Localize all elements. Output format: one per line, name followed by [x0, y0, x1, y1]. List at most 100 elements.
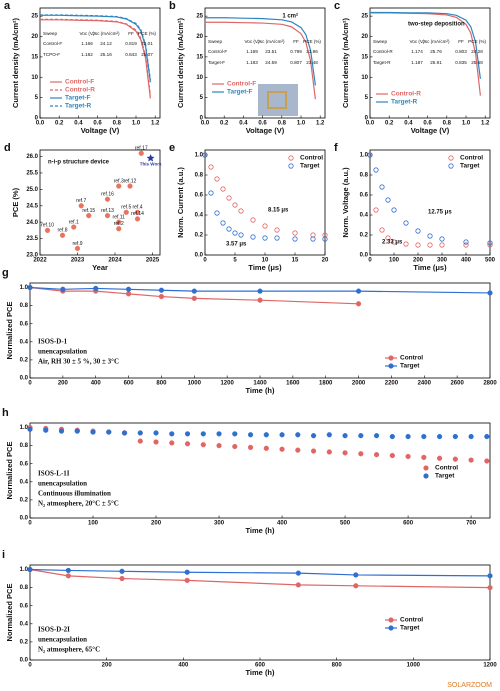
table-cell: 0.799 — [290, 49, 302, 54]
data-point — [322, 236, 328, 242]
data-point — [487, 585, 493, 591]
x-tick-label: 0.6 — [258, 121, 267, 127]
point-label: ref.11 — [113, 215, 126, 221]
series-line — [370, 11, 481, 79]
legend-marker — [288, 155, 294, 161]
data-point — [358, 433, 364, 439]
data-point — [191, 295, 197, 301]
data-point — [405, 453, 411, 460]
data-point — [263, 445, 269, 451]
panel-letter: f — [334, 142, 338, 154]
x-tick-label: 0.4 — [239, 121, 248, 127]
y-tick-label: 24.5 — [26, 203, 38, 209]
y-tick-label: 25.5 — [26, 171, 38, 177]
y-tick-label: 0 — [35, 116, 39, 122]
data-point — [421, 454, 427, 460]
data-point — [355, 301, 362, 307]
data-point — [487, 290, 493, 296]
y-tick-label: 1.0 — [20, 425, 29, 431]
data-point — [138, 150, 144, 156]
y-tick-label: 0 — [200, 116, 204, 122]
y-tick-label: 0.6 — [20, 603, 29, 609]
data-point — [123, 209, 129, 215]
x-tick-label: 0.6 — [93, 121, 102, 127]
legend-label: Control — [460, 155, 483, 162]
data-point — [326, 449, 332, 455]
x-axis-label: Year — [92, 263, 108, 272]
data-point — [184, 441, 191, 447]
y-tick-label: 24.0 — [26, 220, 38, 226]
data-point — [65, 573, 71, 579]
table-cell: Control-F — [43, 41, 62, 46]
x-tick-label: 2600 — [450, 381, 464, 387]
annotation: N₂ atmosphere, 20°C ± 5°C — [38, 500, 119, 508]
plot-frame — [369, 7, 491, 119]
x-tick-label: 200 — [413, 258, 424, 264]
data-point — [71, 224, 77, 230]
data-point — [292, 230, 298, 236]
table-cell: 1.169 — [246, 49, 258, 54]
x-tick-label: 600 — [255, 663, 266, 669]
x-tick-label: 0.0 — [366, 121, 375, 127]
data-point — [391, 239, 397, 245]
annotation: 12.75 μs — [428, 210, 452, 216]
annotation: 2.33 μs — [382, 240, 403, 246]
data-point — [250, 234, 256, 240]
data-point — [74, 245, 81, 252]
legend-label: Target-F — [227, 89, 253, 96]
table-cell: 0.803 — [455, 49, 467, 54]
y-axis-label: PCE (%) — [11, 187, 20, 217]
x-tick-label: 1.0 — [297, 121, 306, 127]
x-tick-label: 500 — [485, 258, 496, 264]
data-point — [452, 456, 458, 462]
y-tick-label: 1.0 — [20, 285, 29, 291]
y-tick-label: 0.2 — [20, 357, 29, 363]
annotation: two-step deposition — [408, 22, 465, 28]
y-tick-label: 0.4 — [20, 621, 29, 627]
x-tick-label: 200 — [58, 381, 69, 387]
data-point — [257, 297, 263, 303]
data-point — [405, 433, 411, 440]
series-line — [29, 286, 359, 305]
annotation: Air, RH 30 ± 5 %, 30 ± 3°C — [38, 358, 119, 366]
point-label: ref.2 — [114, 221, 124, 227]
x-axis-label: Voltage (V) — [81, 126, 120, 135]
data-point — [119, 568, 125, 574]
x-tick-label: 500 — [340, 521, 351, 527]
y-tick-label: 20 — [361, 34, 368, 40]
x-tick-label: 0.2 — [220, 121, 229, 127]
legend-label: Target — [400, 625, 420, 632]
point-label: ref.14 — [131, 211, 144, 217]
data-point — [403, 241, 409, 247]
table-cell: 25.68 — [471, 60, 483, 65]
annotation: 8.15 μs — [268, 208, 289, 214]
data-point — [342, 433, 348, 439]
x-tick-label: 15 — [292, 258, 299, 264]
data-point — [121, 430, 128, 436]
data-point — [439, 236, 445, 242]
x-tick-label: 100 — [88, 521, 99, 527]
table-cell: 1.183 — [246, 60, 258, 65]
data-point — [463, 239, 469, 245]
data-point — [125, 286, 132, 292]
series-line — [205, 21, 316, 100]
point-label: ref.15 — [82, 208, 95, 214]
data-point — [153, 430, 159, 436]
legend-marker — [388, 625, 394, 631]
y-tick-label: 0.6 — [360, 193, 369, 199]
y-axis-label: Normalized PCE — [5, 584, 14, 642]
data-point — [216, 431, 222, 437]
series-line — [40, 14, 151, 80]
y-axis-label: Current density (mA/cm²) — [176, 17, 185, 108]
x-tick-label: 400 — [277, 521, 288, 527]
data-point — [184, 569, 190, 575]
data-point — [415, 228, 421, 234]
x-tick-label: 1400 — [253, 381, 267, 387]
data-point — [216, 443, 222, 449]
data-point — [257, 288, 263, 294]
x-tick-label: 1.2 — [481, 121, 490, 127]
x-tick-label: 0.8 — [443, 121, 452, 127]
x-tick-label: 800 — [332, 663, 343, 669]
x-tick-label: 1.0 — [462, 121, 471, 127]
legend-label: Target-F — [65, 95, 91, 102]
